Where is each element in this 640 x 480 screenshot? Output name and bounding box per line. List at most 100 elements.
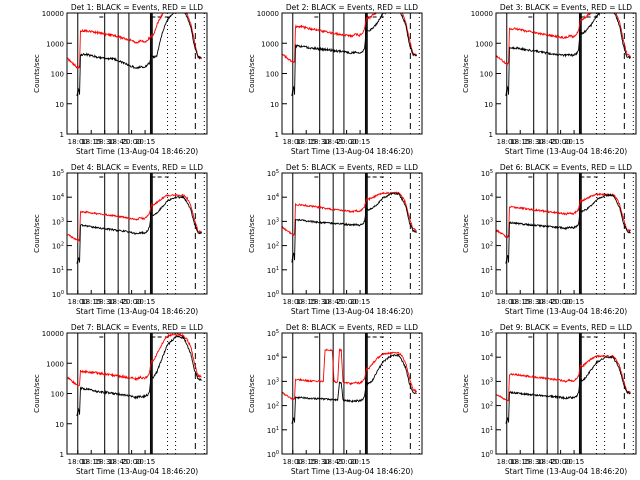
x-tick-label: 18:15 bbox=[81, 138, 101, 146]
y-axis-label: Counts/sec bbox=[462, 214, 470, 253]
x-tick-label: 20:00 bbox=[122, 298, 142, 306]
y-tick-label: 100 bbox=[481, 450, 493, 459]
y-tick-label: 100 bbox=[481, 290, 493, 299]
x-tick-label: 18:30 bbox=[524, 138, 544, 146]
y-tick-label: 10 bbox=[55, 101, 64, 109]
panel-title: Det 1: BLACK = Events, RED = LLD bbox=[71, 3, 203, 12]
y-tick-label: 103 bbox=[481, 377, 493, 386]
y-axis-label: Counts/sec bbox=[462, 54, 470, 93]
x-axis-label: Start Time (13-Aug-04 18:46:20) bbox=[76, 307, 198, 316]
x-tick-label: 18:30 bbox=[95, 298, 115, 306]
y-tick-label: 10 bbox=[270, 101, 279, 109]
x-tick-label: 20:00 bbox=[551, 138, 571, 146]
y-tick-label: 100 bbox=[266, 71, 279, 79]
x-tick-label: 20:15 bbox=[350, 298, 370, 306]
plot-frame bbox=[281, 332, 423, 455]
y-tick-label: 104 bbox=[267, 193, 279, 202]
x-tick-label: 18:15 bbox=[510, 138, 530, 146]
x-tick-label: 18:15 bbox=[296, 298, 316, 306]
series-lld-line bbox=[281, 11, 418, 64]
x-tick-label: 18:15 bbox=[510, 298, 530, 306]
y-axis-label: Counts/sec bbox=[248, 54, 256, 93]
series-events-line bbox=[505, 11, 632, 97]
x-tick-label: 18:00 bbox=[497, 138, 517, 146]
x-tick-label: 20:15 bbox=[135, 138, 155, 146]
x-tick-label: 20:00 bbox=[551, 458, 571, 466]
plot-frame bbox=[495, 12, 637, 135]
x-tick-label: 20:15 bbox=[135, 458, 155, 466]
series-events-line bbox=[76, 12, 202, 97]
plot-frame bbox=[66, 172, 208, 295]
x-tick-label: 18:00 bbox=[283, 138, 303, 146]
y-tick-label: 1 bbox=[60, 451, 64, 459]
x-tick-label: 20:00 bbox=[337, 298, 357, 306]
plot-frame bbox=[281, 172, 423, 295]
x-tick-label: 20:00 bbox=[337, 138, 357, 146]
x-tick-label: 18:00 bbox=[283, 298, 303, 306]
y-tick-label: 103 bbox=[267, 377, 279, 386]
y-tick-label: 105 bbox=[481, 329, 493, 338]
y-tick-label: 100 bbox=[267, 290, 279, 299]
x-axis-label: Start Time (13-Aug-04 18:46:20) bbox=[505, 307, 627, 316]
x-axis-label: Start Time (13-Aug-04 18:46:20) bbox=[505, 147, 627, 156]
y-tick-label: 101 bbox=[481, 266, 493, 275]
y-tick-label: 103 bbox=[481, 217, 493, 226]
x-tick-label: 18:45 bbox=[323, 298, 343, 306]
x-tick-label: 18:15 bbox=[81, 458, 101, 466]
x-tick-label: 18:45 bbox=[537, 458, 557, 466]
y-tick-label: 105 bbox=[481, 169, 493, 178]
series-events-line bbox=[291, 192, 417, 263]
x-tick-label: 18:30 bbox=[310, 458, 330, 466]
x-tick-label: 18:45 bbox=[108, 138, 128, 146]
y-tick-label: 10000 bbox=[42, 330, 64, 338]
y-tick-label: 101 bbox=[267, 426, 279, 435]
y-tick-label: 1000 bbox=[46, 360, 64, 368]
y-axis-label: Counts/sec bbox=[248, 214, 256, 253]
x-tick-label: 18:30 bbox=[524, 298, 544, 306]
y-tick-label: 10 bbox=[484, 101, 493, 109]
series-lld-line bbox=[66, 193, 203, 243]
y-tick-label: 10000 bbox=[42, 10, 64, 18]
x-axis-label: Start Time (13-Aug-04 18:46:20) bbox=[291, 467, 413, 476]
x-tick-label: 18:30 bbox=[95, 138, 115, 146]
x-axis-label: Start Time (13-Aug-04 18:46:20) bbox=[291, 147, 413, 156]
series-lld-line bbox=[281, 347, 417, 401]
y-axis-label: Counts/sec bbox=[462, 374, 470, 413]
y-tick-label: 105 bbox=[267, 329, 279, 338]
x-tick-label: 18:45 bbox=[108, 458, 128, 466]
x-tick-label: 20:15 bbox=[564, 298, 584, 306]
x-tick-label: 18:00 bbox=[68, 298, 88, 306]
y-tick-label: 105 bbox=[52, 169, 64, 178]
y-axis-label: Counts/sec bbox=[33, 214, 41, 253]
panel-title: Det 2: BLACK = Events, RED = LLD bbox=[286, 3, 418, 12]
panel-title: Det 7: BLACK = Events, RED = LLD bbox=[71, 323, 203, 332]
panel-title: Det 6: BLACK = Events, RED = LLD bbox=[500, 163, 632, 172]
panel-title: Det 4: BLACK = Events, RED = LLD bbox=[71, 163, 203, 172]
x-tick-label: 18:15 bbox=[296, 458, 316, 466]
x-tick-label: 18:30 bbox=[95, 458, 115, 466]
series-lld-line bbox=[495, 12, 631, 67]
plot-frame bbox=[66, 12, 208, 135]
y-tick-label: 104 bbox=[52, 193, 64, 202]
y-tick-label: 100 bbox=[52, 290, 64, 299]
y-tick-label: 101 bbox=[267, 266, 279, 275]
y-tick-label: 102 bbox=[267, 402, 279, 411]
y-tick-label: 1000 bbox=[46, 40, 64, 48]
y-tick-label: 1000 bbox=[475, 40, 493, 48]
series-lld-line bbox=[281, 191, 417, 237]
y-tick-label: 10 bbox=[55, 421, 64, 429]
series-lld-line bbox=[495, 354, 631, 403]
x-tick-label: 18:30 bbox=[310, 298, 330, 306]
y-tick-label: 100 bbox=[480, 71, 493, 79]
panel-title: Det 9: BLACK = Events, RED = LLD bbox=[500, 323, 632, 332]
y-tick-label: 103 bbox=[267, 217, 279, 226]
y-tick-label: 104 bbox=[481, 193, 493, 202]
